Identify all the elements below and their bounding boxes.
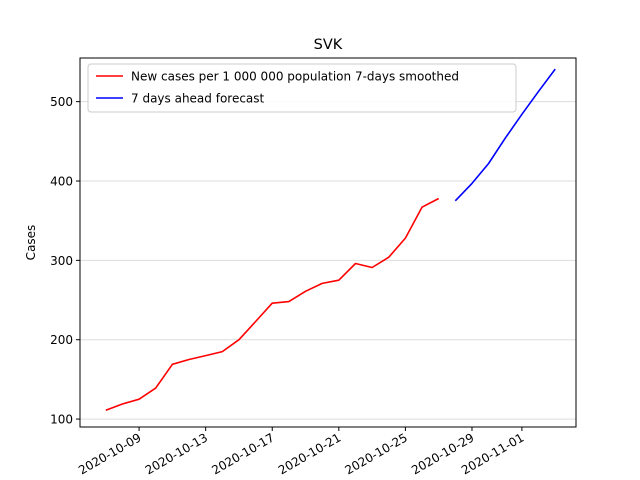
series-line-1 — [105, 197, 440, 412]
y-tick-label: 500 — [50, 95, 73, 109]
y-tick-label: 100 — [50, 413, 73, 427]
x-tick-label: 2020-10-09 — [76, 430, 143, 477]
x-tick-label: 2020-10-17 — [209, 430, 276, 477]
x-tick-label: 2020-10-25 — [342, 430, 409, 477]
y-tick-label: 400 — [50, 175, 73, 189]
legend-box — [87, 63, 517, 113]
y-axis-label: Cases — [24, 225, 38, 261]
x-tick-label: 2020-10-21 — [276, 430, 343, 477]
series-lines — [105, 68, 556, 412]
y-tick-label: 300 — [50, 254, 73, 268]
x-tick-label: 2020-10-13 — [143, 430, 210, 477]
y-tick-label: 200 — [50, 333, 73, 347]
chart-title: SVK — [314, 37, 343, 53]
series-line-2 — [454, 68, 556, 202]
legend-label: 7 days ahead forecast — [131, 92, 265, 106]
plot-frame — [79, 57, 577, 428]
gridlines — [80, 101, 576, 420]
y-axis: 100 200 300 400 500 — [50, 95, 80, 427]
legend-label: New cases per 1 000 000 population 7-day… — [131, 70, 459, 84]
legend: New cases per 1 000 000 population 7-day… — [87, 63, 517, 113]
x-axis: 2020-10-09 2020-10-13 2020-10-17 2020-10-21… — [76, 427, 526, 477]
